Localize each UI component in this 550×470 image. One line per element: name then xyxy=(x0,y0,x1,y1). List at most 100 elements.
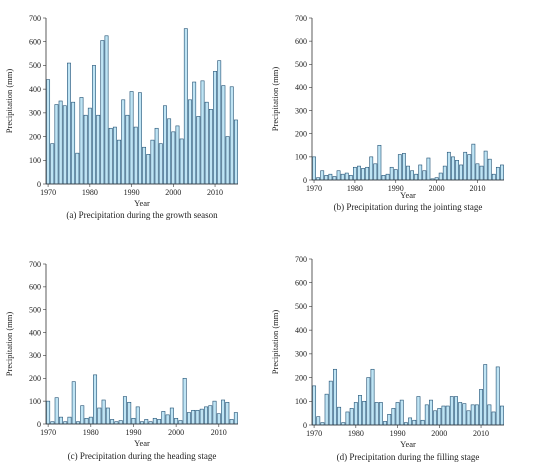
bar-d-1998 xyxy=(429,399,433,426)
x-tick-label-d-1970: 1970 xyxy=(306,429,322,438)
x-axis-title-c: Year xyxy=(134,438,150,448)
bar-c-1995 xyxy=(152,417,157,425)
y-axis-title-a: Precipitation (mm) xyxy=(4,69,14,134)
y-tick-label-a-700: 700 xyxy=(29,14,41,23)
bar-c-1970 xyxy=(46,400,51,425)
x-tick-label-a-1970: 1970 xyxy=(40,188,56,197)
x-axis-title-a: Year xyxy=(134,198,150,208)
bar-d-2015 xyxy=(499,405,504,426)
y-tick-label-b-400: 400 xyxy=(295,83,307,92)
bar-c-1972 xyxy=(54,397,59,425)
bar-c-1975 xyxy=(67,416,72,425)
bar-a-1995 xyxy=(150,139,155,185)
bar-c-2004 xyxy=(191,409,196,425)
x-tick-label-c-1970: 1970 xyxy=(40,428,56,437)
bar-d-2006 xyxy=(462,403,467,426)
bar-d-1970 xyxy=(312,385,317,426)
bar-d-1985 xyxy=(374,402,379,426)
chart-panel-c: 0 100 200 300 400 500 600 700 1970 1980 1990 2000 20… xyxy=(4,260,238,461)
bar-a-2012 xyxy=(221,85,226,185)
bar-d-1979 xyxy=(349,408,354,426)
bar-c-1976 xyxy=(71,381,76,425)
bar-d-1991 xyxy=(399,399,404,426)
y-tick-label-d-700: 700 xyxy=(295,255,307,264)
bar-d-2001 xyxy=(441,405,446,426)
bar-b-1977 xyxy=(340,173,345,181)
bar-d-1980 xyxy=(353,402,358,426)
bar-c-1989 xyxy=(127,401,132,425)
x-axis-title-d: Year xyxy=(400,439,416,449)
bar-c-1985 xyxy=(110,419,115,425)
bar-b-2003 xyxy=(446,151,451,181)
bar-c-1973 xyxy=(58,416,63,425)
x-tick-label-c-1990: 1990 xyxy=(125,428,141,437)
bar-a-2013 xyxy=(225,136,230,185)
bar-d-2004 xyxy=(454,396,458,426)
bar-c-2012 xyxy=(225,401,230,425)
y-tick-label-a-500: 500 xyxy=(29,61,41,70)
bar-d-1978 xyxy=(345,411,350,426)
x-tick-label-b-2000: 2000 xyxy=(429,184,445,193)
y-tick-label-d-0: 0 xyxy=(303,421,307,430)
bar-a-1983 xyxy=(100,40,105,185)
bar-b-1993 xyxy=(406,165,410,181)
bar-d-1999 xyxy=(433,410,438,426)
bar-c-1996 xyxy=(157,419,162,425)
bar-d-2011 xyxy=(483,364,488,426)
bar-b-1985 xyxy=(373,163,378,181)
caption-a: (a) Precipitation during the growth seas… xyxy=(66,210,218,220)
x-tick-label-a-2010: 2010 xyxy=(207,188,223,197)
y-axis-title-b: Precipitation (mm) xyxy=(270,67,280,132)
bar-b-1982 xyxy=(361,168,365,181)
y-tick-label-b-600: 600 xyxy=(295,37,307,46)
bar-a-1978 xyxy=(79,97,84,185)
x-tick-label-b-2010: 2010 xyxy=(469,184,485,193)
x-tick-label-d-1980: 1980 xyxy=(348,429,364,438)
bar-d-2012 xyxy=(487,404,492,426)
bar-d-1981 xyxy=(358,395,362,426)
bar-a-1976 xyxy=(71,101,76,185)
bar-b-1988 xyxy=(385,173,390,181)
bar-a-1971 xyxy=(50,143,55,185)
bar-a-2003 xyxy=(183,28,188,185)
bar-b-1975 xyxy=(332,176,337,181)
bar-b-1974 xyxy=(328,173,333,181)
bar-c-2003 xyxy=(186,412,191,425)
bar-d-1983 xyxy=(366,377,371,426)
bar-b-1984 xyxy=(369,156,374,181)
bar-b-2009 xyxy=(471,143,476,181)
bar-a-2010 xyxy=(213,71,217,185)
bar-b-1986 xyxy=(377,144,382,181)
bar-b-1992 xyxy=(402,153,406,181)
bar-b-2002 xyxy=(442,165,447,181)
bar-b-2007 xyxy=(463,151,468,181)
bar-b-2013 xyxy=(487,158,492,181)
bar-c-2000 xyxy=(174,417,179,425)
x-tick-label-b-1990: 1990 xyxy=(388,184,404,193)
x-tick-label-c-1980: 1980 xyxy=(83,428,99,437)
bar-d-1996 xyxy=(420,419,425,426)
bar-b-2010 xyxy=(475,163,480,181)
bar-c-1984 xyxy=(105,407,110,425)
bar-c-2008 xyxy=(208,405,213,425)
bar-a-2011 xyxy=(217,60,222,185)
bar-a-1999 xyxy=(167,118,172,185)
y-axis-title-d: Precipitation (mm) xyxy=(270,310,280,375)
bar-d-1975 xyxy=(333,368,337,426)
bar-a-2009 xyxy=(208,109,213,185)
bar-b-1995 xyxy=(414,173,419,181)
bar-b-2006 xyxy=(459,164,464,181)
bar-d-2008 xyxy=(470,404,475,426)
bar-a-1979 xyxy=(83,114,88,185)
y-tick-label-a-600: 600 xyxy=(29,38,41,47)
bar-a-1990 xyxy=(129,91,134,185)
bar-a-2007 xyxy=(200,80,205,185)
bar-d-1995 xyxy=(416,396,421,426)
bar-c-1979 xyxy=(84,417,89,425)
caption-b: (b) Precipitation during the jointing st… xyxy=(334,202,483,212)
bar-a-1980 xyxy=(87,107,92,185)
y-tick-label-d-100: 100 xyxy=(295,397,307,406)
y-tick-label-a-400: 400 xyxy=(29,85,41,94)
bar-c-2014 xyxy=(233,412,238,425)
bar-c-1980 xyxy=(88,416,93,425)
